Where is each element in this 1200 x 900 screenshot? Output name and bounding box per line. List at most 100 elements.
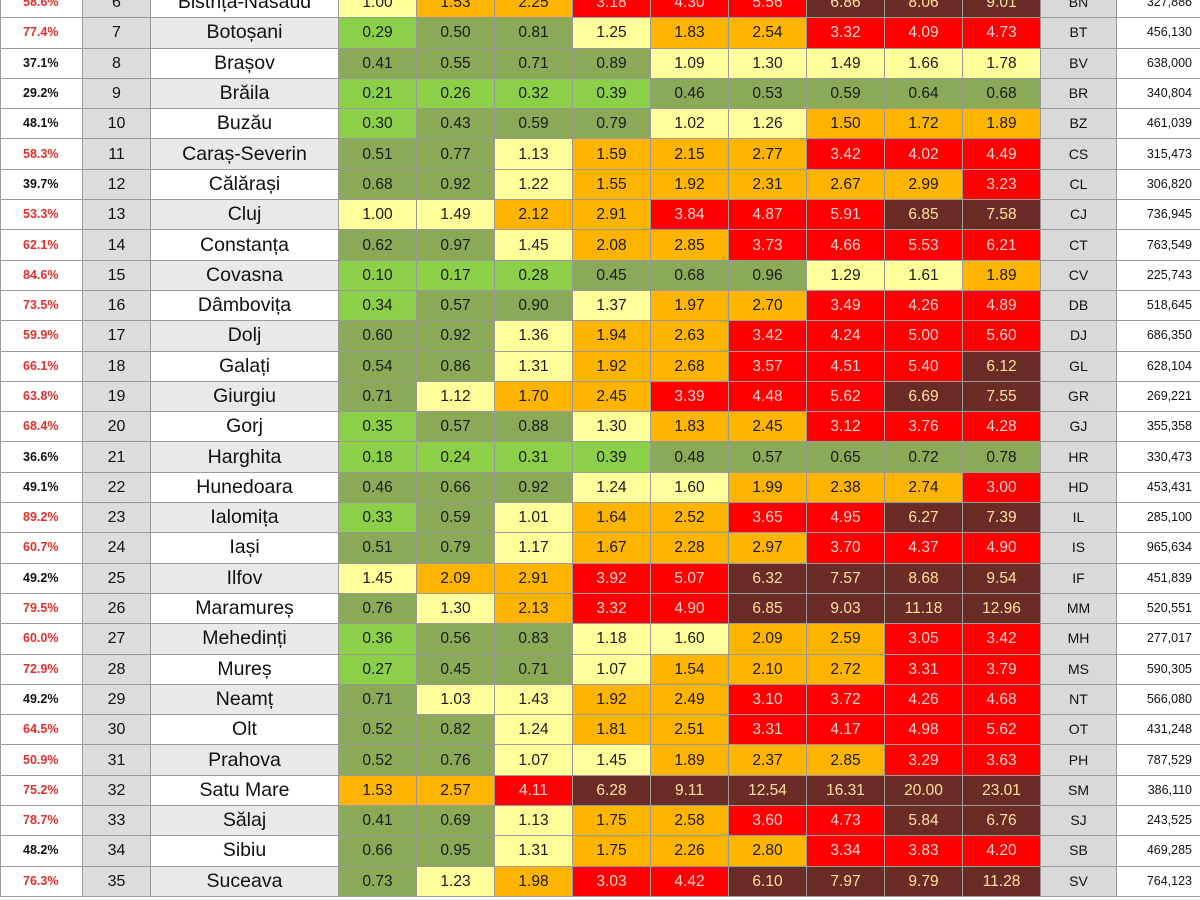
percent-cell: 60.0% [0,623,83,655]
value-cell: 0.88 [494,411,573,443]
value-cell: 5.62 [806,380,885,413]
value-cell: 4.51 [806,350,885,382]
index-cell: 9 [82,77,151,110]
county-name-cell: Brăila [150,77,339,110]
value-cell: 4.26 [884,289,963,322]
population-cell: 469,285 [1116,835,1200,867]
value-cell: 0.89 [572,47,651,79]
percent-cell: 79.5% [0,592,83,625]
value-cell: 0.46 [338,471,417,504]
county-name-cell: Botoșani [150,17,339,49]
value-cell: 1.49 [806,47,885,79]
percent-cell: 73.5% [0,289,83,322]
value-cell: 0.36 [338,623,417,655]
value-cell: 0.76 [338,592,417,625]
county-code-cell: BN [1040,0,1117,19]
value-cell: 3.32 [806,17,885,49]
population-cell: 638,000 [1116,47,1200,79]
table-row: 50.9% 31 Prahova 0.52 0.76 1.07 1.45 1.89 2.37 2.… [0,744,1200,776]
value-cell: 0.57 [416,289,495,322]
value-cell: 1.59 [572,138,651,170]
value-cell: 3.42 [728,320,807,352]
value-cell: 4.90 [650,592,729,625]
value-cell: 4.95 [806,502,885,534]
value-cell: 0.41 [338,47,417,79]
value-cell: 2.52 [650,502,729,534]
population-cell: 736,945 [1116,199,1200,231]
value-cell: 2.74 [884,471,963,504]
county-name-cell: Bistrița-Năsăud [150,0,339,19]
index-cell: 14 [82,229,151,261]
value-cell: 2.09 [728,623,807,655]
value-cell: 0.60 [338,320,417,352]
table-row: 48.2% 34 Sibiu 0.66 0.95 1.31 1.75 2.26 2.80 3.34… [0,835,1200,867]
population-cell: 456,130 [1116,17,1200,49]
value-cell: 3.76 [884,411,963,443]
value-cell: 6.27 [884,502,963,534]
value-cell: 2.49 [650,683,729,716]
value-cell: 1.30 [728,47,807,79]
value-cell: 1.18 [572,623,651,655]
value-cell: 4.66 [806,229,885,261]
county-code-cell: PH [1040,744,1117,776]
value-cell: 11.28 [962,865,1041,897]
county-code-cell: DB [1040,289,1117,322]
value-cell: 1.99 [728,471,807,504]
county-name-cell: Prahova [150,744,339,776]
county-name-cell: Mehedinți [150,623,339,655]
county-name-cell: Sibiu [150,835,339,867]
value-cell: 4.68 [962,683,1041,716]
value-cell: 2.85 [806,744,885,776]
county-code-cell: MS [1040,653,1117,685]
value-cell: 2.85 [650,229,729,261]
table-row: 78.7% 33 Sălaj 0.41 0.69 1.13 1.75 2.58 3.60 4.73… [0,805,1200,837]
index-cell: 15 [82,259,151,291]
table-row: 84.6% 15 Covasna 0.10 0.17 0.28 0.45 0.68 0.96 1.… [0,259,1200,291]
value-cell: 6.76 [962,805,1041,837]
value-cell: 1.24 [494,714,573,746]
value-cell: 0.82 [416,714,495,746]
county-code-cell: SB [1040,835,1117,867]
index-cell: 13 [82,199,151,231]
value-cell: 0.48 [650,441,729,473]
value-cell: 4.73 [806,805,885,837]
population-cell: 330,473 [1116,441,1200,473]
value-cell: 1.00 [338,199,417,231]
population-cell: 590,305 [1116,653,1200,685]
value-cell: 4.26 [884,683,963,716]
value-cell: 3.03 [572,865,651,897]
value-cell: 6.12 [962,350,1041,382]
value-cell: 2.68 [650,350,729,382]
value-cell: 0.95 [416,835,495,867]
value-cell: 2.77 [728,138,807,170]
value-cell: 3.65 [728,502,807,534]
value-cell: 5.62 [962,714,1041,746]
population-cell: 355,358 [1116,411,1200,443]
index-cell: 11 [82,138,151,170]
population-cell: 566,080 [1116,683,1200,716]
value-cell: 0.71 [338,380,417,413]
value-cell: 2.91 [572,199,651,231]
value-cell: 1.30 [572,411,651,443]
population-cell: 763,549 [1116,229,1200,261]
county-name-cell: Harghita [150,441,339,473]
value-cell: 0.53 [728,77,807,110]
table-row: 60.7% 24 Iași 0.51 0.79 1.17 1.67 2.28 2.97 3.70 4… [0,532,1200,564]
county-name-cell: Călărași [150,168,339,201]
percent-cell: 53.3% [0,199,83,231]
county-name-cell: Satu Mare [150,774,339,807]
value-cell: 2.70 [728,289,807,322]
value-cell: 0.62 [338,229,417,261]
county-name-cell: Caraș-Severin [150,138,339,170]
county-name-cell: Neamț [150,683,339,716]
value-cell: 0.59 [806,77,885,110]
index-cell: 12 [82,168,151,201]
population-cell: 453,431 [1116,471,1200,504]
value-cell: 0.27 [338,653,417,685]
table-row: 36.6% 21 Harghita 0.18 0.24 0.31 0.39 0.48 0.57 0… [0,441,1200,473]
county-name-cell: Maramureș [150,592,339,625]
value-cell: 0.18 [338,441,417,473]
value-cell: 3.72 [806,683,885,716]
value-cell: 0.71 [494,47,573,79]
value-cell: 1.37 [572,289,651,322]
